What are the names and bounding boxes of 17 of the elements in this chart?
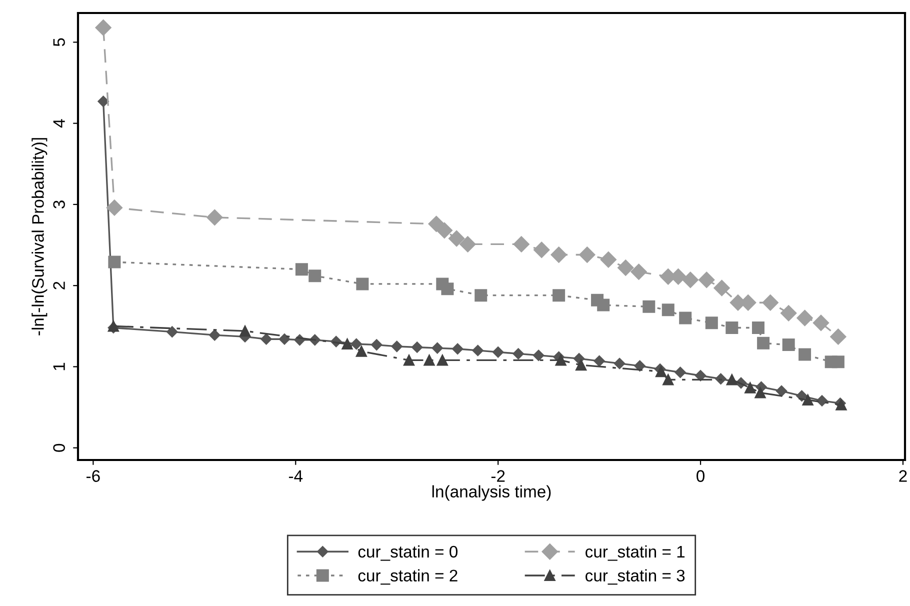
x-tick-label: 2	[899, 470, 907, 482]
x-tick-label: 0	[696, 470, 705, 482]
y-axis-title: -ln[-ln(Survival Probability)]	[32, 138, 48, 336]
x-tick-label: -2	[491, 470, 505, 482]
y-tick-label: 4	[53, 119, 65, 128]
x-axis-title: ln(analysis time)	[432, 485, 551, 501]
y-tick-label: 3	[53, 200, 65, 208]
legend-label: cur_statin = 1	[586, 545, 685, 561]
legend-label: cur_statin = 3	[586, 569, 685, 585]
y-tick-label: 1	[53, 362, 65, 370]
y-tick-label: 5	[53, 38, 65, 46]
legend-label: cur_statin = 0	[358, 545, 458, 561]
legend-label: cur_statin = 2	[358, 569, 458, 585]
y-tick-label: 0	[53, 444, 65, 452]
x-tick-label: -6	[86, 470, 100, 482]
y-tick-label: 2	[53, 282, 65, 290]
x-tick-label: -4	[288, 470, 303, 482]
